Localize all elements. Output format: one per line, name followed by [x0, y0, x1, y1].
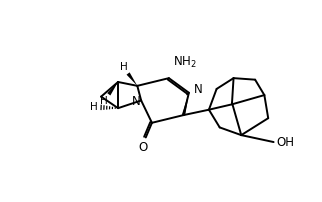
Text: NH$_2$: NH$_2$ [173, 55, 196, 70]
Text: H: H [90, 102, 98, 112]
Polygon shape [107, 82, 118, 96]
Text: OH: OH [276, 136, 294, 149]
Text: H: H [100, 96, 108, 106]
Polygon shape [182, 93, 189, 116]
Text: H: H [119, 62, 127, 72]
Text: N: N [132, 95, 141, 108]
Polygon shape [186, 93, 189, 96]
Text: N: N [194, 83, 203, 96]
Polygon shape [127, 72, 137, 86]
Text: O: O [139, 141, 148, 154]
